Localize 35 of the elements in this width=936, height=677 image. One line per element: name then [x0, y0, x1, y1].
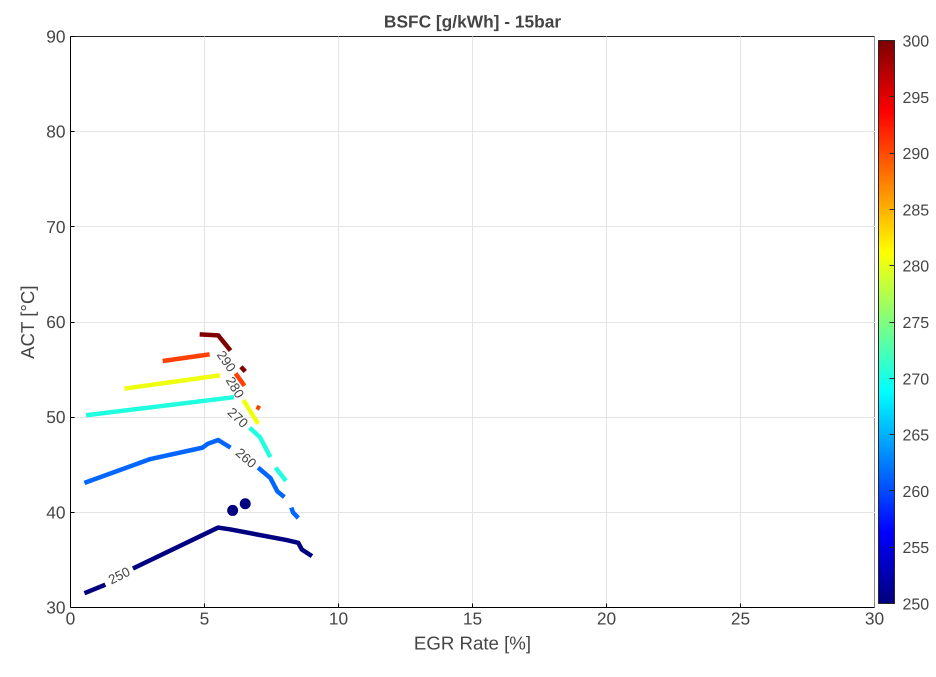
y-tick-label: 40	[46, 502, 66, 522]
color-bar-label: 265	[902, 428, 930, 445]
color-bar-label: 290	[902, 146, 930, 164]
x-tick-label: 20	[596, 608, 616, 628]
color-bar-label: 270	[902, 371, 930, 388]
text: 250	[106, 564, 132, 588]
color-bar-label: 250	[902, 596, 930, 614]
x-tick-label: 15	[462, 608, 482, 628]
y-tick-label: 60	[46, 312, 66, 332]
x-tick-label: 0	[66, 608, 76, 628]
x-axis-title: EGR Rate [%]	[414, 632, 532, 654]
x-tick-label: 10	[328, 608, 348, 628]
y-tick-label: 50	[46, 407, 66, 428]
chart-title: BSFC [g/kWh] - 15bar	[384, 12, 562, 32]
y-tick-label: 70	[46, 216, 66, 237]
x-tick-label: 25	[730, 608, 750, 628]
text: 280	[222, 374, 248, 401]
y-axis-title: ACT [°C]	[17, 285, 38, 359]
line-series	[130, 525, 314, 571]
text: 270	[224, 404, 252, 431]
color-bar-label: 300	[902, 34, 930, 50]
text: 260	[232, 445, 260, 472]
x-tick-label: 5	[200, 608, 210, 628]
color-bar-label: 295	[902, 90, 930, 107]
color-bar-label: 255	[902, 540, 930, 558]
line-series	[256, 465, 287, 500]
x-tick-label: 30	[864, 608, 884, 628]
y-tick-label: 90	[46, 26, 66, 46]
color-bar-label: 260	[902, 484, 930, 501]
color-bar-label: 285	[902, 202, 930, 220]
text: 290	[214, 348, 239, 375]
y-tick-label: 80	[46, 122, 66, 142]
color-bar-label: 280	[902, 258, 930, 276]
line-series	[82, 438, 233, 486]
color-bar-label: 275	[902, 315, 930, 332]
